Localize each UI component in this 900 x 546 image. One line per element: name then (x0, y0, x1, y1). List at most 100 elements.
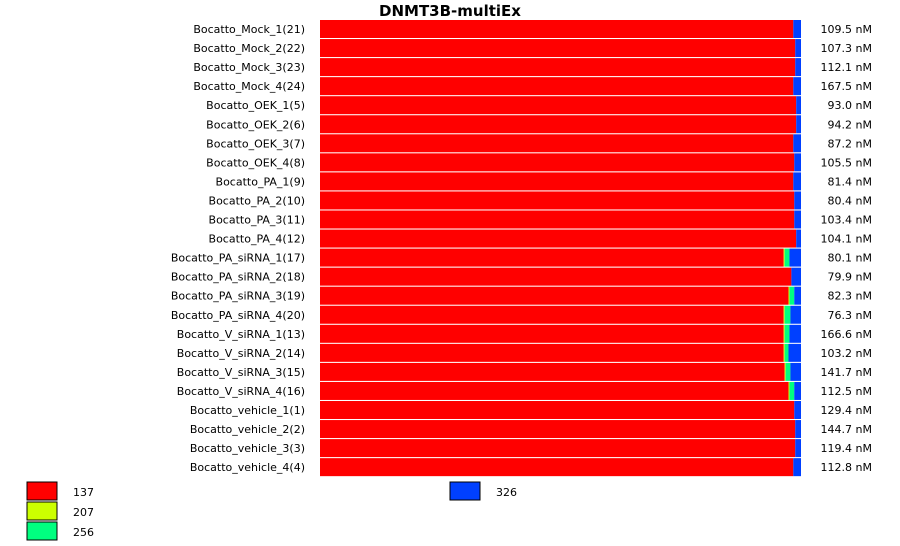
legend-label: 256 (73, 526, 94, 539)
row-value: 112.5 nM (821, 385, 872, 398)
bar-segment-256 (784, 343, 789, 362)
bar-segment-256 (784, 305, 791, 324)
row-value: 93.0 nM (828, 99, 872, 112)
bar-row-bocatto-mock-1-21: Bocatto_Mock_1(21) 109.5 nM (193, 20, 872, 38)
legend-label: 207 (73, 506, 94, 519)
bar-segment-256 (785, 362, 791, 381)
bar-row-bocatto-oek-3-7: Bocatto_OEK_3(7) 87.2 nM (206, 134, 872, 153)
bar-segment-326 (788, 343, 801, 362)
bar-row-bocatto-v-sirna-1-13: Bocatto_V_siRNA_1(13) 166.6 nM (177, 324, 872, 343)
bar-segment-137 (320, 381, 789, 400)
bar-segment-137 (320, 343, 784, 362)
bar-segment-207 (788, 286, 790, 305)
bar-segment-137 (320, 362, 785, 381)
bar-segment-137 (320, 324, 784, 343)
row-label: Bocatto_OEK_3(7) (206, 137, 305, 150)
bar-row-bocatto-pa-sirna-3-19: Bocatto_PA_siRNA_3(19) 82.3 nM (171, 286, 872, 305)
bar-segment-326 (793, 172, 801, 191)
bar-row-bocatto-vehicle-4-4: Bocatto_vehicle_4(4) 112.8 nM (190, 458, 872, 477)
row-value: 80.1 nM (828, 252, 872, 265)
bar-row-bocatto-pa-1-9: Bocatto_PA_1(9) 81.4 nM (216, 172, 872, 191)
row-value: 87.2 nM (828, 137, 872, 150)
bar-segment-207 (783, 324, 785, 343)
bar-row-bocatto-vehicle-3-3: Bocatto_vehicle_3(3) 119.4 nM (190, 439, 872, 458)
bar-segment-137 (320, 401, 795, 419)
bar-row-bocatto-oek-1-5: Bocatto_OEK_1(5) 93.0 nM (206, 96, 872, 115)
row-label: Bocatto_V_siRNA_1(13) (177, 328, 305, 341)
row-label: Bocatto_OEK_2(6) (206, 118, 305, 131)
bar-segment-207 (783, 305, 785, 324)
bar-segment-326 (793, 134, 801, 153)
row-value: 107.3 nM (821, 42, 872, 55)
bar-segment-256 (789, 381, 795, 400)
bar-segment-326 (789, 324, 801, 343)
bar-segment-326 (796, 229, 801, 248)
bar-row-bocatto-v-sirna-4-16: Bocatto_V_siRNA_4(16) 112.5 nM (177, 381, 872, 400)
row-value: 119.4 nM (821, 442, 872, 455)
row-label: Bocatto_PA_3(11) (209, 214, 305, 227)
row-label: Bocatto_PA_siRNA_4(20) (171, 309, 305, 322)
bar-segment-207 (783, 343, 785, 362)
legend-swatch (26, 501, 58, 521)
row-value: 166.6 nM (821, 328, 872, 341)
bar-segment-207 (784, 362, 786, 381)
bar-segment-326 (794, 381, 801, 400)
bar-row-bocatto-mock-4-24: Bocatto_Mock_4(24) 167.5 nM (193, 77, 872, 96)
row-value: 103.4 nM (821, 214, 872, 227)
row-label: Bocatto_vehicle_1(1) (190, 404, 305, 417)
bar-row-bocatto-pa-sirna-1-17: Bocatto_PA_siRNA_1(17) 80.1 nM (171, 248, 872, 267)
bar-segment-326 (795, 39, 801, 58)
bar-row-bocatto-mock-2-22: Bocatto_Mock_2(22) 107.3 nM (193, 39, 872, 58)
row-label: Bocatto_vehicle_2(2) (190, 423, 305, 436)
row-value: 76.3 nM (828, 309, 872, 322)
bar-segment-137 (320, 229, 797, 248)
bar-segment-137 (320, 267, 792, 286)
bar-segment-326 (794, 286, 801, 305)
bar-segment-326 (791, 267, 801, 286)
bar-segment-137 (320, 286, 789, 305)
bar-segment-137 (320, 248, 784, 267)
bar-segment-326 (796, 115, 801, 134)
row-value: 144.7 nM (821, 423, 872, 436)
legend-item-256: 256 (26, 521, 94, 541)
bar-segment-137 (320, 58, 796, 77)
row-value: 104.1 nM (821, 233, 872, 246)
legend-item-137: 137 (26, 481, 94, 501)
row-label: Bocatto_Mock_1(21) (193, 23, 305, 36)
row-value: 81.4 nM (828, 175, 872, 188)
bar-row-bocatto-pa-3-11: Bocatto_PA_3(11) 103.4 nM (209, 210, 872, 229)
legend-label: 137 (73, 486, 94, 499)
bar-segment-137 (320, 191, 795, 210)
bar-segment-137 (320, 172, 794, 191)
row-label: Bocatto_OEK_1(5) (206, 99, 305, 112)
bar-row-bocatto-pa-sirna-4-20: Bocatto_PA_siRNA_4(20) 76.3 nM (171, 305, 872, 324)
bar-segment-326 (794, 210, 801, 229)
bar-segment-326 (795, 420, 801, 439)
bar-row-bocatto-oek-2-6: Bocatto_OEK_2(6) 94.2 nM (206, 115, 872, 134)
bar-row-bocatto-v-sirna-2-14: Bocatto_V_siRNA_2(14) 103.2 nM (177, 343, 872, 362)
row-value: 103.2 nM (821, 347, 872, 360)
bar-segment-326 (794, 401, 801, 419)
row-label: Bocatto_OEK_4(8) (206, 156, 305, 169)
bar-segment-256 (784, 324, 790, 343)
row-label: Bocatto_PA_siRNA_2(18) (171, 271, 305, 284)
bar-segment-326 (794, 153, 801, 172)
bar-row-bocatto-vehicle-2-2: Bocatto_vehicle_2(2) 144.7 nM (190, 420, 872, 439)
bar-segment-326 (796, 96, 801, 115)
bar-segment-137 (320, 39, 796, 58)
bar-segment-137 (320, 115, 797, 134)
row-label: Bocatto_V_siRNA_4(16) (177, 385, 305, 398)
bar-segment-207 (788, 381, 790, 400)
bar-row-bocatto-pa-sirna-2-18: Bocatto_PA_siRNA_2(18) 79.9 nM (171, 267, 872, 286)
bar-segment-326 (790, 362, 801, 381)
row-label: Bocatto_vehicle_3(3) (190, 442, 305, 455)
bar-segment-256 (789, 286, 795, 305)
row-label: Bocatto_PA_siRNA_3(19) (171, 290, 305, 303)
row-label: Bocatto_Mock_2(22) (193, 42, 305, 55)
row-label: Bocatto_Mock_4(24) (193, 80, 305, 93)
bar-segment-326 (795, 58, 801, 77)
row-label: Bocatto_vehicle_4(4) (190, 461, 305, 474)
bar-segment-326 (795, 439, 801, 458)
bar-row-bocatto-pa-2-10: Bocatto_PA_2(10) 80.4 nM (209, 191, 872, 210)
